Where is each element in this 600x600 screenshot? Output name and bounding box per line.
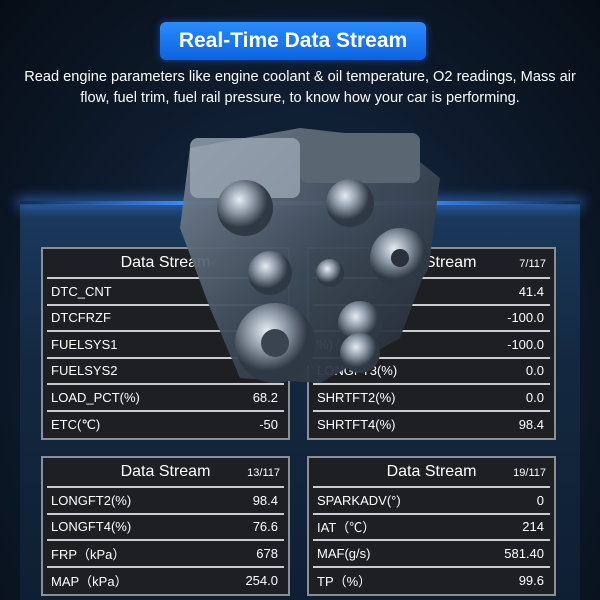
param-value: 0: [536, 492, 544, 508]
param-value: -50: [259, 417, 278, 433]
table-row[interactable]: LOAD_PCT(%) 68.2: [47, 385, 284, 412]
param-value: 76.6: [252, 519, 278, 535]
table-row[interactable]: LONGFT2(%) 98.4: [47, 488, 284, 515]
page-title: Real-Time Data Stream: [160, 22, 426, 60]
page-counter: 7/117: [519, 258, 546, 270]
table-row[interactable]: SHRTFT4(%) 98.4: [313, 412, 550, 439]
param-label: IAT（℃）: [317, 520, 376, 536]
table-row[interactable]: MAP（kPa） 254.0: [47, 568, 284, 595]
table-row[interactable]: FUELSYS2: [47, 359, 284, 385]
param-value: -100.0: [507, 336, 544, 352]
param-label: SPARKADV(°): [317, 492, 401, 508]
panel-header: Data Stream 13/117: [47, 458, 284, 488]
param-value: 0.0: [525, 363, 544, 379]
param-value: 99.6: [518, 573, 544, 589]
panel-header: Data Stream: [47, 249, 284, 279]
param-value: -100.0: [507, 310, 544, 326]
param-value: 214: [522, 519, 544, 535]
table-row[interactable]: 41.4: [313, 279, 550, 306]
panel-header: Data Stream 19/117: [313, 458, 550, 488]
panel-title: Data Stream: [120, 254, 211, 271]
param-label: DTCFRZF: [51, 310, 111, 326]
param-label: FRP（kPa）: [51, 546, 126, 562]
param-label: ETC(℃): [51, 416, 101, 432]
param-label: LONGFT4(%): [51, 519, 132, 535]
param-value: 678: [256, 545, 278, 561]
data-stream-panel: Data Stream 19/117 SPARKADV(°) 0 IAT（℃） 214 MA…: [307, 456, 556, 596]
subtitle: Read engine parameters like engine coola…: [24, 69, 576, 106]
param-value: 98.4: [518, 417, 544, 433]
table-row[interactable]: FRP（kPa） 678: [47, 541, 284, 568]
table-row[interactable]: IAT（℃） 214: [313, 515, 550, 541]
param-label: FUELSYS1: [51, 336, 118, 352]
param-label: FUELSYS2: [51, 363, 118, 379]
param-value: 98.4: [252, 492, 278, 508]
panel-title: Data Stream: [120, 463, 211, 480]
param-value: 581.40: [504, 545, 544, 561]
param-label: MAF(g/s): [317, 545, 371, 561]
param-label: LOAD_PCT(%): [51, 389, 140, 405]
table-row[interactable]: -100.0: [313, 306, 550, 332]
param-label: DTC_CNT: [51, 283, 112, 299]
table-row[interactable]: SPARKADV(°) 0: [313, 488, 550, 515]
table-row[interactable]: FUELSYS1: [47, 332, 284, 359]
table-row[interactable]: TP（%） 99.6: [313, 568, 550, 595]
param-label: TP（%）: [317, 574, 372, 590]
table-row[interactable]: LONGFT4(%) 76.6: [47, 515, 284, 541]
table-row[interactable]: DTC_CNT: [47, 279, 284, 306]
param-value: 41.4: [518, 283, 544, 299]
panel-title: Data Stream: [386, 463, 477, 480]
engine-image: [180, 128, 440, 383]
table-row[interactable]: ETC(℃) -50: [47, 412, 284, 439]
page-counter: 19/117: [513, 467, 546, 479]
table-row[interactable]: MAF(g/s) 581.40: [313, 541, 550, 568]
table-row[interactable]: DTCFRZF: [47, 306, 284, 332]
param-value: 254.0: [245, 573, 278, 589]
param-label: SHRTFT2(%): [317, 389, 396, 405]
param-label: LONGFT2(%): [51, 492, 132, 508]
data-stream-panel: Data Stream 13/117 LONGFT2(%) 98.4 LONGFT4(%…: [41, 456, 290, 596]
param-value: 0.0: [525, 389, 544, 405]
page-counter: 13/117: [247, 467, 280, 479]
table-row[interactable]: SHRTFT2(%) 0.0: [313, 385, 550, 412]
param-label: SHRTFT4(%): [317, 417, 396, 433]
param-value: 68.2: [252, 389, 278, 405]
param-label: MAP（kPa）: [51, 574, 128, 590]
